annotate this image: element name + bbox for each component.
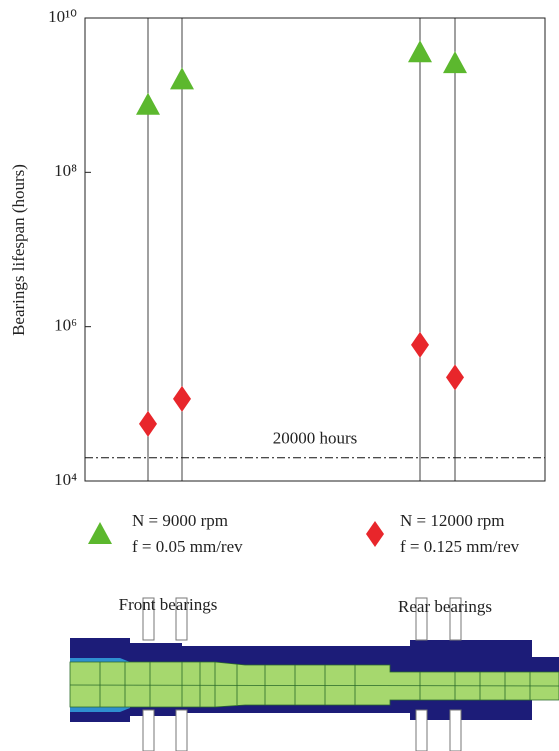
- data-point: [411, 332, 429, 358]
- data-point: [443, 51, 467, 73]
- data-point: [170, 67, 194, 89]
- y-tick-label: 10⁴: [54, 470, 77, 489]
- legend-label: N = 12000 rpm: [400, 511, 505, 530]
- plot-frame: [85, 18, 545, 481]
- y-tick-label: 10⁸: [54, 161, 77, 180]
- data-point: [408, 40, 432, 62]
- diagram-label: Rear bearings: [398, 597, 492, 616]
- diagram-label: Front bearings: [119, 595, 218, 614]
- data-point: [173, 386, 191, 412]
- y-tick-label: 10⁶: [54, 316, 77, 335]
- y-axis-label: Bearings lifespan (hours): [9, 164, 28, 336]
- figure: Front bearings Rear bearings Bearings li…: [0, 0, 559, 751]
- data-point: [136, 93, 160, 115]
- legend-params: f = 0.05 mm/rev: [132, 537, 243, 556]
- shaft-diagram: Front bearings Rear bearings: [70, 595, 559, 751]
- legend-params: f = 0.125 mm/rev: [400, 537, 520, 556]
- data-point: [139, 411, 157, 437]
- y-tick-label: 10¹⁰: [48, 7, 77, 26]
- threshold-label: 20000 hours: [273, 429, 358, 448]
- legend-label: N = 9000 rpm: [132, 511, 228, 530]
- legend-marker: [366, 521, 384, 547]
- data-point: [446, 364, 464, 390]
- legend-marker: [88, 522, 112, 544]
